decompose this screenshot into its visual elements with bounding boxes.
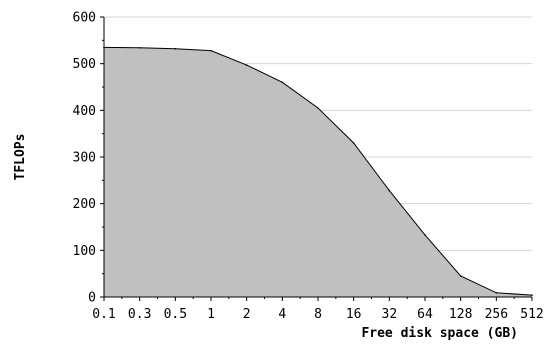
data-point-0-5: [281, 81, 284, 84]
y-tick-label-2: 200: [73, 197, 96, 212]
x-tick-label-10: 128: [449, 307, 472, 322]
data-point-0-10: [459, 275, 462, 277]
x-tick-label-4: 2: [243, 307, 251, 322]
y-tick-label-5: 500: [73, 57, 96, 72]
data-point-0-8: [388, 189, 391, 192]
x-tick-label-3: 1: [207, 307, 215, 322]
x-tick-label-12: 512: [520, 307, 543, 322]
data-point-0-11: [495, 292, 498, 294]
x-tick-label-7: 16: [346, 307, 362, 322]
x-axis-title: Free disk space (GB): [361, 326, 518, 341]
y-axis-title: TFLOPs: [13, 134, 28, 181]
data-point-0-12: [531, 294, 533, 296]
x-tick-label-8: 32: [382, 307, 398, 322]
x-tick-label-2: 0.5: [164, 307, 187, 322]
data-point-0-1: [138, 47, 141, 49]
data-point-0-3: [210, 49, 212, 52]
data-point-0-6: [317, 107, 319, 109]
y-tick-label-3: 300: [73, 151, 96, 166]
data-point-0-9: [424, 234, 426, 236]
data-point-0-7: [352, 142, 355, 144]
x-tick-label-11: 256: [485, 307, 508, 322]
y-tick-label-6: 600: [73, 11, 96, 26]
y-tick-label-1: 100: [73, 244, 96, 259]
x-tick-label-0: 0.1: [92, 307, 115, 322]
y-tick-label-4: 400: [73, 104, 96, 119]
series-area-fill-0: [104, 47, 532, 298]
x-tick-label-1: 0.3: [128, 307, 151, 322]
data-point-0-2: [174, 47, 177, 50]
data-point-0-4: [245, 64, 248, 66]
x-tick-label-6: 8: [314, 307, 322, 322]
series-area-layer: [103, 46, 533, 298]
y-axis-ticks: 0 100 200 300 400 500 600: [73, 11, 104, 306]
x-tick-label-9: 64: [417, 307, 433, 322]
x-tick-label-5: 4: [278, 307, 286, 322]
x-axis-ticks: 0.1 0.3 0.5 1 2 4 8 16 32 64 128 256 512: [92, 297, 544, 322]
y-tick-label-0: 0: [88, 291, 96, 306]
